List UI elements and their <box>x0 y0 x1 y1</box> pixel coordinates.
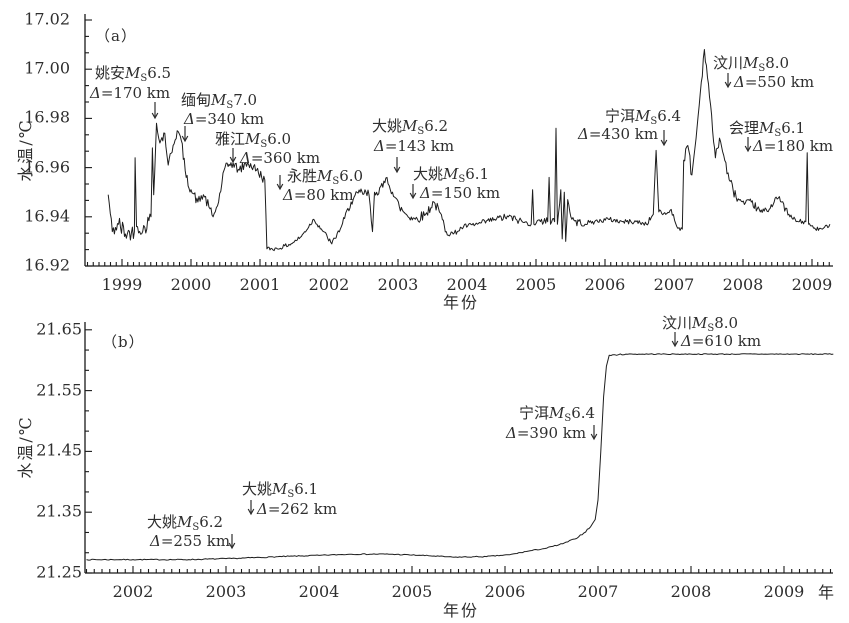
panel-a-annotation-5-line1: 大姚MS6.2 <box>372 117 449 138</box>
x-tick-label: 2009 <box>763 582 805 601</box>
panel-a-annotation-3-arrow-icon <box>229 148 237 164</box>
panel-a-annotation-4-line2: Δ=80 km <box>283 186 354 204</box>
x-tick-label: 2007 <box>653 275 695 294</box>
x-tick-label: 2006 <box>584 275 626 294</box>
panel-b-x-axis-title: 年份 <box>442 601 480 620</box>
panel-a-annotation-3-line1: 雅江MS6.0 <box>215 130 292 151</box>
x-tick-label: 2005 <box>515 275 557 294</box>
panel-b-annotation-2-line1: 大姚MS6.1 <box>242 480 319 501</box>
panel-a-annotation-8-line1: 汶川MS8.0 <box>713 54 790 75</box>
panel-a-label: （a） <box>95 27 137 45</box>
panel-b-annotation-1-line2: Δ=255 km <box>150 532 231 550</box>
panel-a-annotation-3-line2: Δ=360 km <box>240 149 321 167</box>
x-tick-label: 2008 <box>670 582 712 601</box>
panel-b-annotation-1-line1: 大姚MS6.2 <box>147 513 224 534</box>
x-tick-label: 2004 <box>298 582 340 601</box>
x-tick-label: 2002 <box>308 275 350 294</box>
panel-a-annotation-6-arrow-icon <box>409 184 417 200</box>
panel-b-annotation-3-line2: Δ=390 km <box>506 424 587 442</box>
y-tick-label: 21.45 <box>36 440 82 460</box>
panel-a-annotation-8-arrow-icon <box>724 73 732 89</box>
x-tick-label: 2005 <box>391 582 433 601</box>
panel-a-annotation-9-line2: Δ=180 km <box>753 137 834 155</box>
y-tick-label: 16.96 <box>24 157 70 177</box>
x-tick-label: 2000 <box>170 275 212 294</box>
x-tick-label: 2004 <box>446 275 488 294</box>
panel-a-annotation-7-line1: 宁洱MS6.4 <box>605 107 682 128</box>
y-tick-label: 17.02 <box>24 9 70 29</box>
x-tick-label: 2006 <box>484 582 526 601</box>
x-tick-label: 2002 <box>112 582 154 601</box>
panel-a-annotation-2-arrow-icon <box>181 126 189 143</box>
panel-b-annotation-2-arrow-icon <box>247 500 255 516</box>
panel-b-annotation-3-line1: 宁洱MS6.4 <box>519 404 596 425</box>
y-tick-label: 21.65 <box>36 319 82 339</box>
panel-b-annotation-1-arrow-icon <box>228 534 236 550</box>
panel-a-annotation-6-line1: 大姚MS6.1 <box>413 165 490 186</box>
panel-a-annotation-4-arrow-icon <box>276 175 284 191</box>
panel-a-annotation-1-arrow-icon <box>151 102 159 120</box>
y-tick-label: 21.25 <box>36 562 82 582</box>
x-tick-label: 2003 <box>205 582 247 601</box>
panel-a-annotation-7-line2: Δ=430 km <box>578 125 659 143</box>
x-tick-label: 1999 <box>101 275 143 294</box>
panel-a-annotation-5-line2: Δ=143 km <box>374 137 455 155</box>
panel-a-annotation-5-arrow-icon <box>393 157 401 174</box>
temperature-series <box>107 49 831 252</box>
y-tick-label: 21.35 <box>36 501 82 521</box>
panel-a-annotation-1-line1: 姚安MS6.5 <box>95 64 172 85</box>
panel-a-annotation-8-line2: Δ=550 km <box>734 73 815 91</box>
x-tick-label: 2008 <box>722 275 764 294</box>
x-tick-label: 2009 <box>791 275 833 294</box>
temperature-series <box>86 353 834 561</box>
x-tick-label: 2007 <box>577 582 619 601</box>
panel-a-annotation-1-line2: Δ=170 km <box>90 84 171 102</box>
panel-b <box>84 322 834 574</box>
y-tick-label: 17.00 <box>24 58 70 78</box>
y-tick-label: 21.55 <box>36 380 82 400</box>
panel-a-x-axis-title: 年份 <box>442 293 480 312</box>
panel-a-annotation-2-line2: Δ=340 km <box>184 110 265 128</box>
y-tick-label: 16.94 <box>24 206 70 226</box>
panel-b-x-axis-unit: 年 <box>818 583 835 602</box>
panel-b-annotation-4-line2: Δ=610 km <box>681 332 762 350</box>
panel-a-annotation-4-line1: 永胜MS6.0 <box>287 167 364 188</box>
panel-a-annotation-9-arrow-icon <box>744 137 752 153</box>
panel-a-annotation-6-line2: Δ=150 km <box>420 184 501 202</box>
panel-a-annotation-7-arrow-icon <box>660 130 668 147</box>
x-tick-label: 2001 <box>239 275 281 294</box>
y-tick-label: 16.92 <box>24 255 70 275</box>
panel-b-annotation-2-line2: Δ=262 km <box>257 500 338 518</box>
panel-a-annotation-2-line1: 缅甸MS7.0 <box>181 91 258 112</box>
panel-b-annotation-4-line1: 汶川MS8.0 <box>662 314 739 335</box>
x-tick-label: 2003 <box>377 275 419 294</box>
panel-a-annotation-9-line1: 会理MS6.1 <box>729 119 806 140</box>
panel-b-annotation-4-arrow-icon <box>671 332 679 348</box>
panel-a <box>84 14 833 267</box>
panel-b-label: （b） <box>102 333 145 351</box>
panel-b-annotation-3-arrow-icon <box>590 425 598 441</box>
y-tick-label: 16.98 <box>24 107 70 127</box>
